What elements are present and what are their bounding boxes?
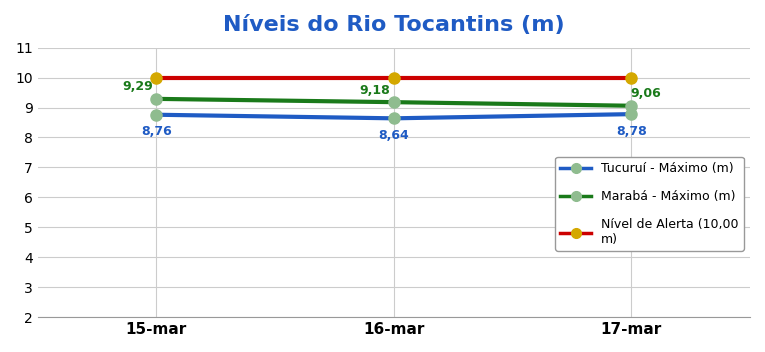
Line: Marabá - Máximo (m): Marabá - Máximo (m) (151, 93, 636, 111)
Text: 9,18: 9,18 (360, 84, 390, 97)
Text: 8,76: 8,76 (141, 125, 171, 138)
Nível de Alerta (10,00
m) (151, 75, 161, 80)
Nível de Alerta (10,00
m) (627, 75, 636, 80)
Line: Tucuruí - Máximo (m): Tucuruí - Máximo (m) (151, 108, 636, 124)
Line: Nível de Alerta (10,00
m): Nível de Alerta (10,00 m) (151, 72, 636, 83)
Text: 9,06: 9,06 (630, 87, 661, 100)
Text: 8,78: 8,78 (616, 125, 646, 138)
Legend: Tucuruí - Máximo (m), Marabá - Máximo (m), Nível de Alerta (10,00
m): Tucuruí - Máximo (m), Marabá - Máximo (m… (555, 157, 744, 251)
Marabá - Máximo (m) (627, 103, 636, 108)
Marabá - Máximo (m) (151, 97, 161, 101)
Title: Níveis do Rio Tocantins (m): Níveis do Rio Tocantins (m) (223, 15, 565, 35)
Nível de Alerta (10,00
m) (389, 75, 399, 80)
Tucuruí - Máximo (m) (627, 112, 636, 116)
Tucuruí - Máximo (m) (151, 113, 161, 117)
Tucuruí - Máximo (m) (389, 116, 399, 120)
Text: 8,64: 8,64 (379, 129, 409, 142)
Marabá - Máximo (m) (389, 100, 399, 104)
Text: 9,29: 9,29 (122, 81, 153, 94)
